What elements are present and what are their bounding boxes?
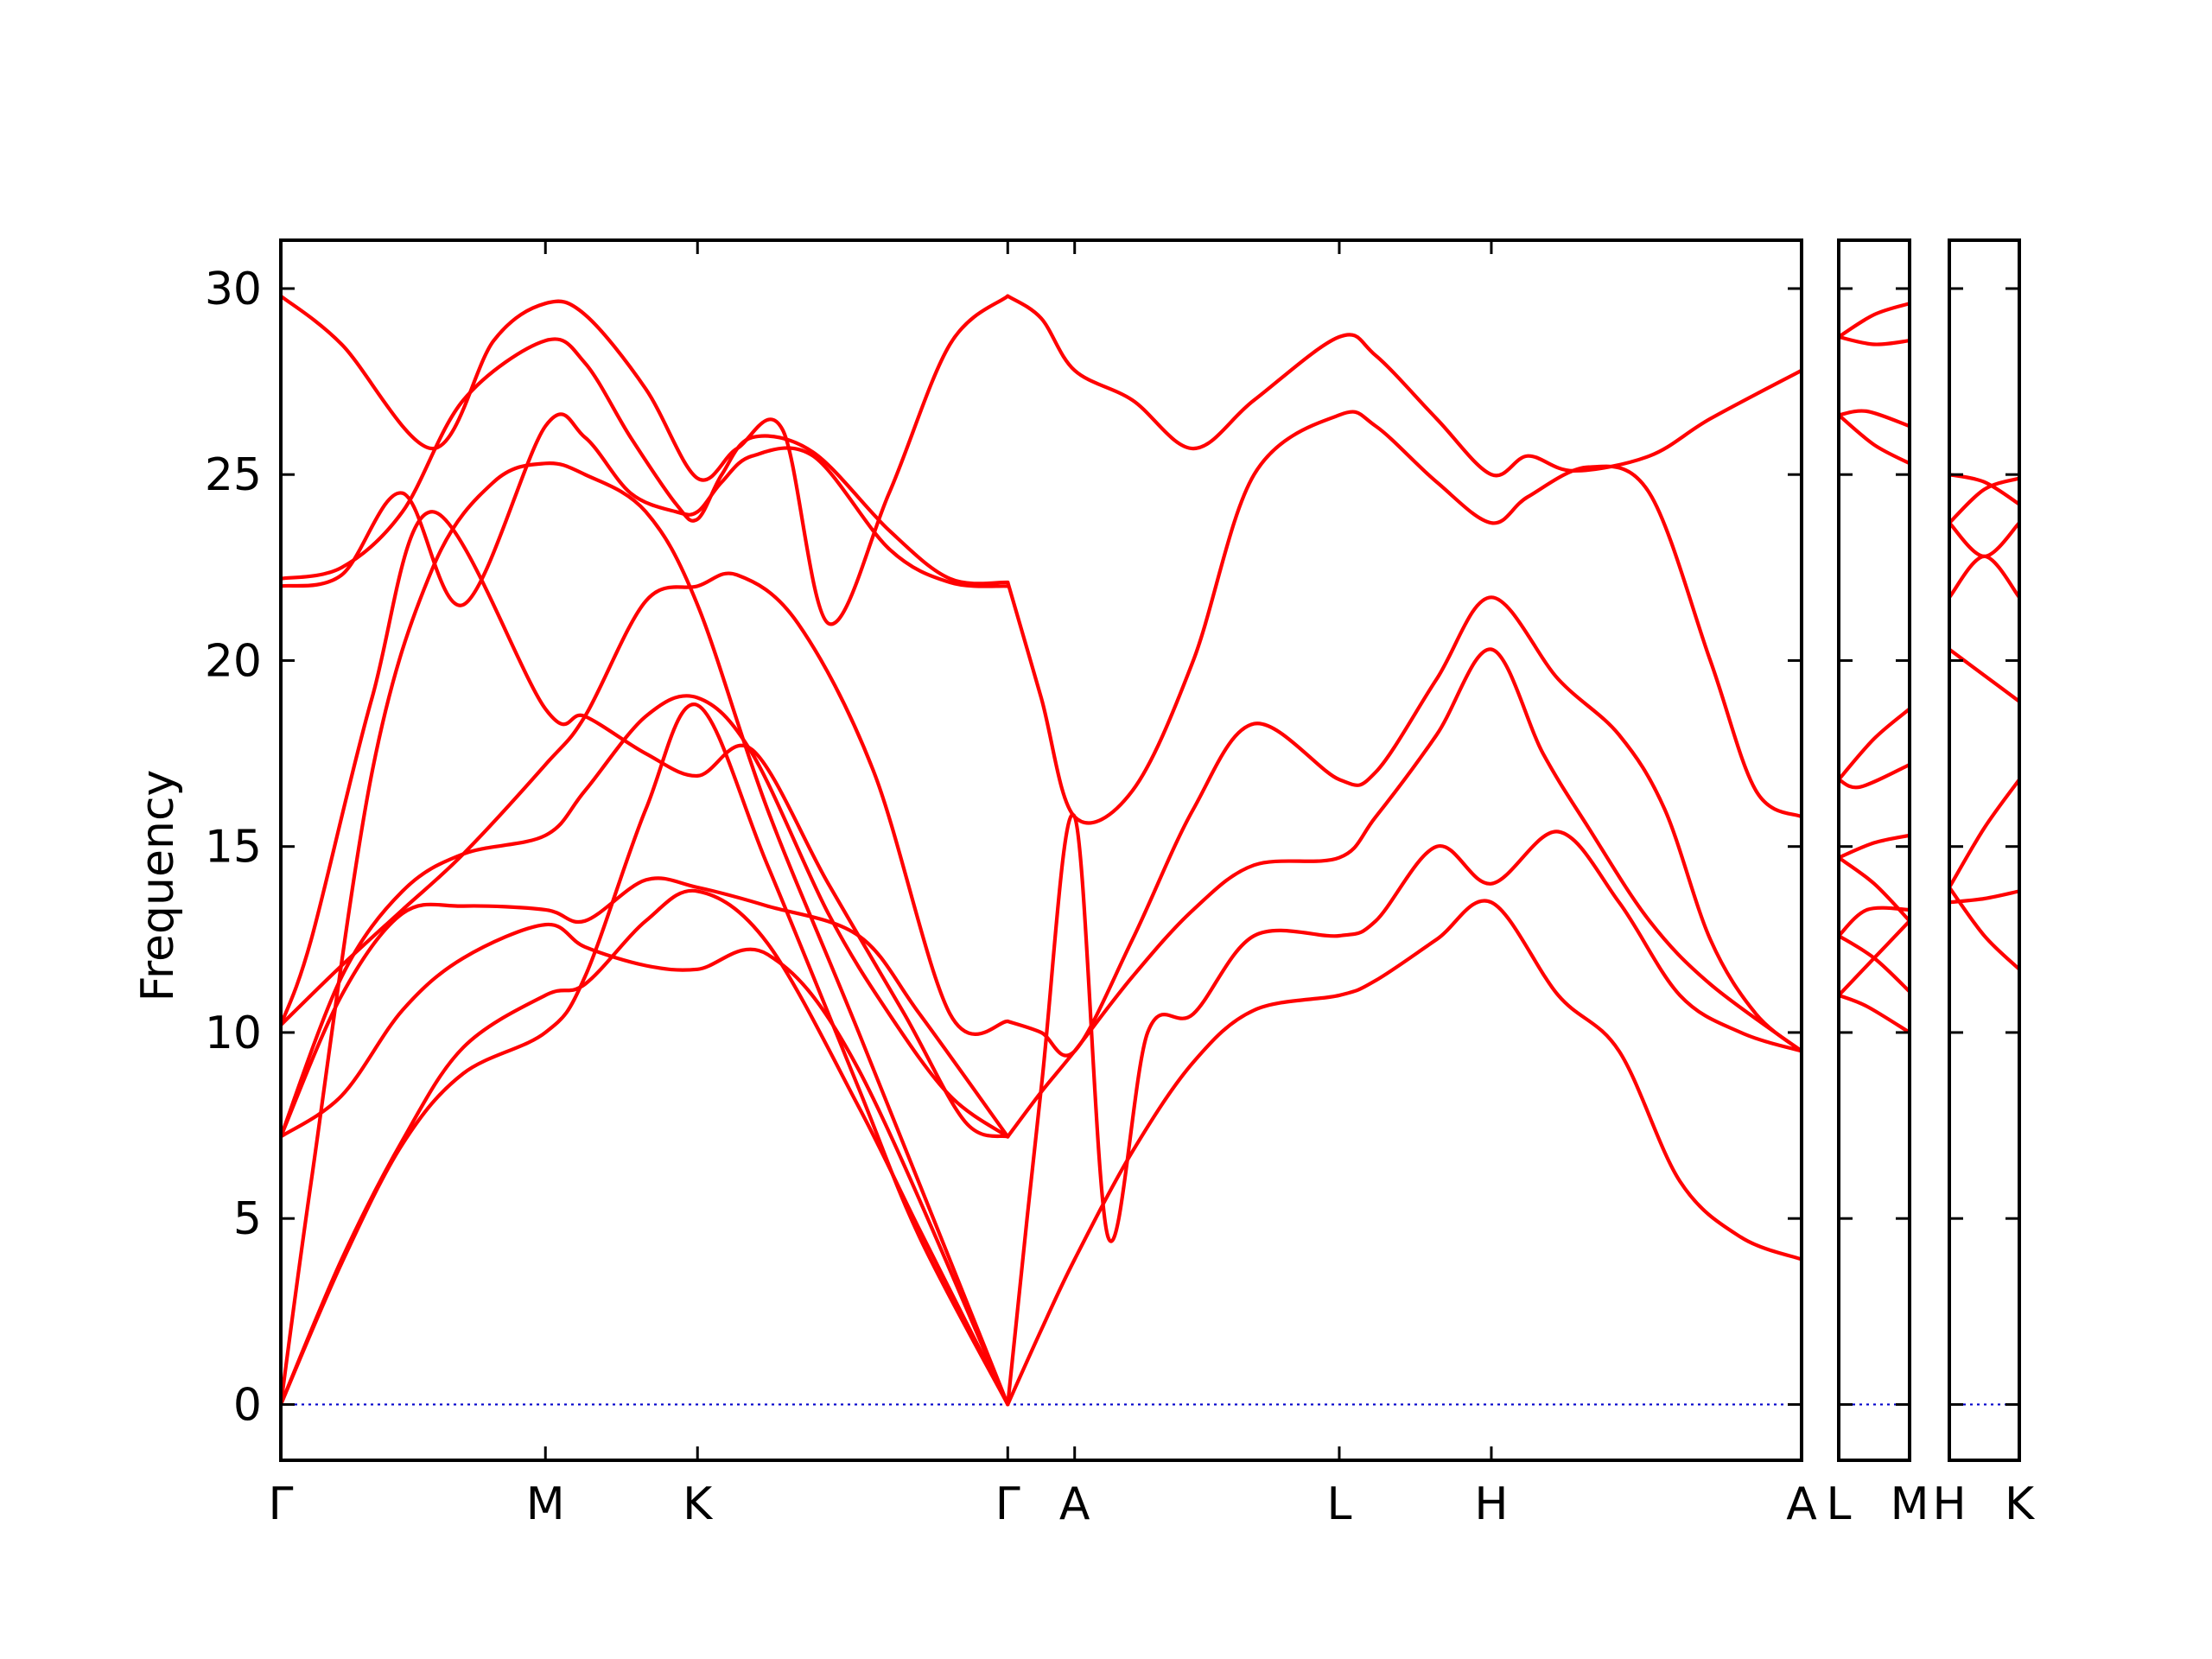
y-tick-label: 0 — [233, 1379, 262, 1431]
band-line — [1949, 885, 2019, 971]
x-tick-label: Γ — [269, 1478, 294, 1530]
band-line — [281, 702, 1010, 1407]
band-line — [281, 510, 1010, 1139]
band-line — [1006, 899, 1802, 1407]
band-line — [1949, 521, 2019, 558]
band-line — [1006, 595, 1802, 1058]
band-line — [1839, 855, 1910, 923]
x-tick-label: A — [1786, 1478, 1817, 1530]
band-line — [1006, 812, 1802, 1407]
x-tick-label: K — [2005, 1478, 2036, 1530]
band-line — [1949, 647, 2019, 703]
band-line — [1839, 413, 1910, 466]
x-tick-label: Γ — [995, 1478, 1020, 1530]
panel-frame — [279, 238, 1803, 1462]
x-tick-label: A — [1059, 1478, 1090, 1530]
y-tick-label: 20 — [205, 635, 262, 687]
band-line — [281, 888, 1010, 1407]
band-line — [281, 876, 1010, 1139]
band-line — [1949, 476, 2019, 525]
y-tick-label: 30 — [205, 264, 262, 315]
x-tick-label: K — [683, 1478, 714, 1530]
x-tick-label: L — [1827, 1478, 1852, 1530]
band-lines — [281, 294, 1802, 1407]
band-line — [1006, 647, 1802, 1139]
band-line — [281, 571, 1010, 1036]
panel-frame — [1837, 238, 1911, 1462]
x-tick-label: M — [526, 1478, 565, 1530]
y-tick-label: 10 — [205, 1007, 262, 1059]
band-line — [281, 922, 1010, 1407]
x-tick-label: M — [1891, 1478, 1929, 1530]
x-tick-label: L — [1326, 1478, 1351, 1530]
x-tick-label: H — [1932, 1478, 1966, 1530]
band-line — [281, 294, 1010, 626]
band-line — [1839, 409, 1910, 429]
band-lines — [1949, 473, 2019, 971]
x-tick-label: H — [1474, 1478, 1508, 1530]
band-line — [1839, 334, 1910, 346]
band-line — [1839, 707, 1910, 782]
panel-frame — [1948, 238, 2021, 1462]
y-tick-label: 5 — [233, 1193, 262, 1245]
y-axis-label: Frequency — [132, 770, 184, 1002]
band-line — [1839, 302, 1910, 339]
y-tick-label: 25 — [205, 449, 262, 501]
band-line — [1839, 833, 1910, 860]
band-line — [1839, 993, 1910, 1034]
band-line — [1839, 762, 1910, 790]
band-line — [1949, 778, 2019, 890]
band-line — [1839, 933, 1910, 994]
band-line — [1949, 554, 2019, 600]
band-lines — [1839, 302, 1910, 1034]
band-line — [1006, 410, 1802, 825]
y-tick-label: 15 — [205, 822, 262, 874]
band-line — [1006, 294, 1802, 478]
band-line — [281, 694, 1010, 1139]
band-line — [281, 337, 1010, 586]
band-line — [281, 412, 1010, 607]
